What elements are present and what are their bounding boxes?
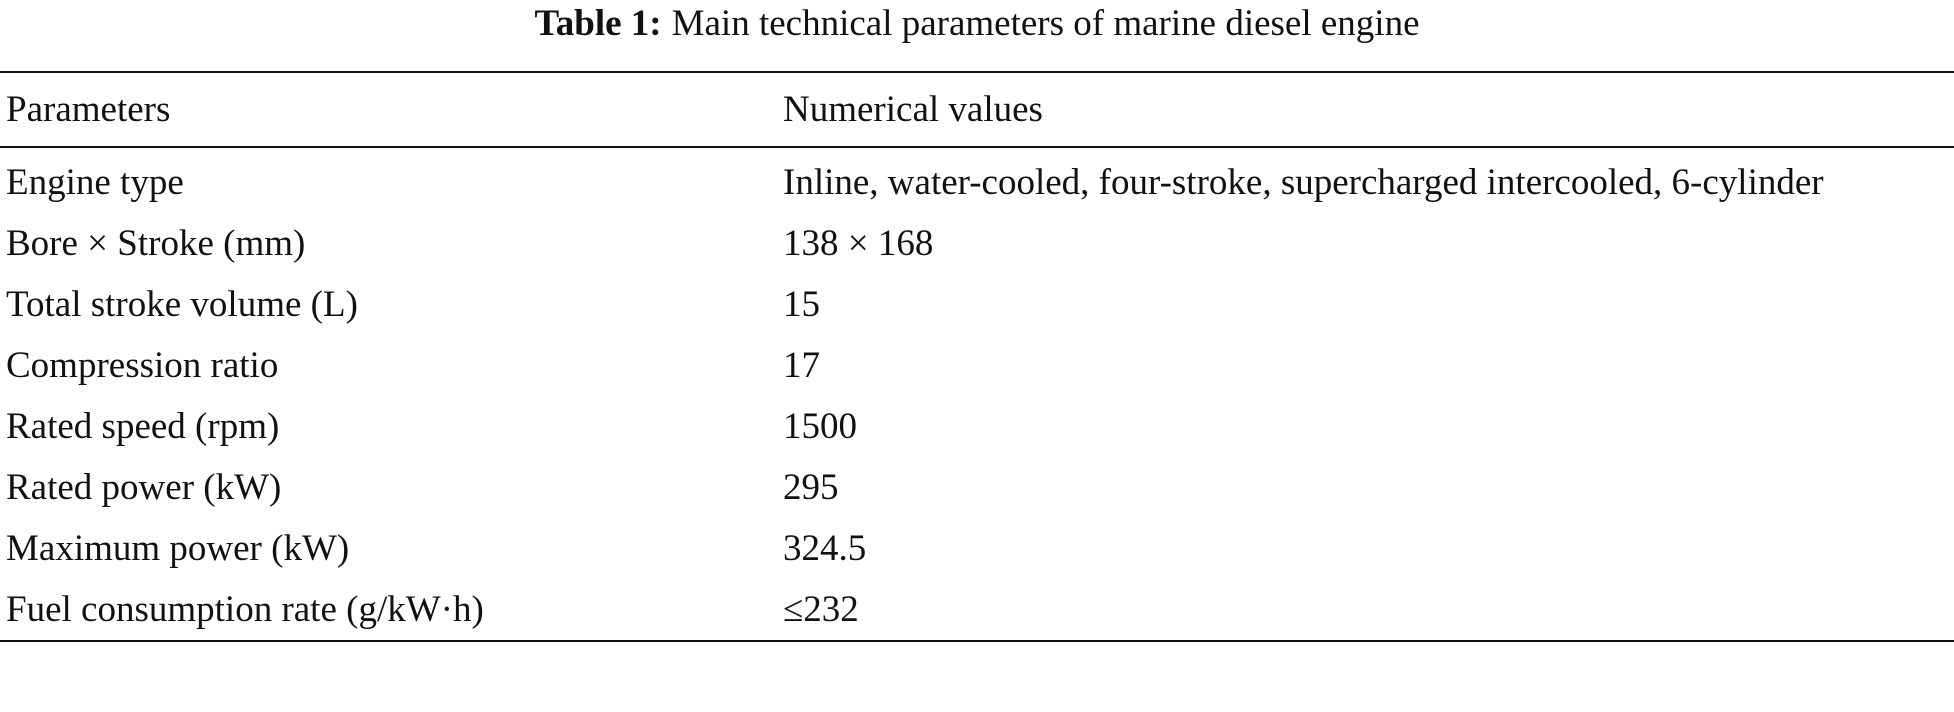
table-row: Total stroke volume (L) 15 xyxy=(0,274,1954,335)
parameter-cell: Rated speed (rpm) xyxy=(6,406,280,447)
table-body: Engine type Inline, water-cooled, four-st… xyxy=(0,147,1954,641)
parameter-cell: Fuel consumption rate (g/kW·h) xyxy=(6,589,484,630)
parameter-cell: Maximum power (kW) xyxy=(6,528,350,569)
parameter-cell: Rated power (kW) xyxy=(6,467,282,508)
value-cell: 295 xyxy=(783,467,839,508)
table-row: Compression ratio 17 xyxy=(0,335,1954,396)
table-row: Bore × Stroke (mm) 138 × 168 xyxy=(0,213,1954,274)
parameters-table: Parameters Numerical values Engine type I… xyxy=(0,71,1954,642)
parameter-cell: Total stroke volume (L) xyxy=(6,284,358,325)
value-cell: 17 xyxy=(783,345,820,386)
caption-text: Main technical parameters of marine dies… xyxy=(671,3,1420,44)
header-cell: Numerical values xyxy=(783,89,1043,130)
parameter-cell: Bore × Stroke (mm) xyxy=(6,223,306,264)
table-row: Maximum power (kW) 324.5 xyxy=(0,518,1954,579)
value-cell: Inline, water-cooled, four-stroke, super… xyxy=(783,162,1824,203)
value-cell: ≤232 xyxy=(783,589,859,630)
table-row: Rated speed (rpm) 1500 xyxy=(0,396,1954,457)
table-row: Rated power (kW) 295 xyxy=(0,457,1954,518)
parameter-cell: Engine type xyxy=(6,162,184,203)
header-row: Parameters Numerical values xyxy=(0,72,1954,147)
table-header: Parameters Numerical values xyxy=(0,72,1954,147)
value-cell: 1500 xyxy=(783,406,857,447)
table-row: Fuel consumption rate (g/kW·h) ≤232 xyxy=(0,579,1954,641)
table-row: Engine type Inline, water-cooled, four-st… xyxy=(0,147,1954,213)
table-caption: Table 1: Main technical parameters of mar… xyxy=(0,0,1954,48)
header-cell: Parameters xyxy=(6,89,171,130)
caption-label: Table 1: xyxy=(534,3,662,44)
value-cell: 138 × 168 xyxy=(783,223,934,264)
parameter-cell: Compression ratio xyxy=(6,345,279,386)
value-cell: 15 xyxy=(783,284,820,325)
value-cell: 324.5 xyxy=(783,528,867,569)
